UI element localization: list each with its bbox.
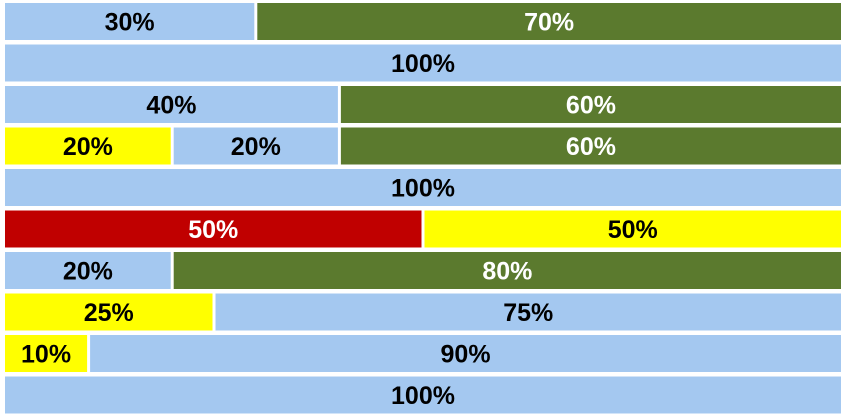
segment-label: 30% [105, 9, 155, 37]
segment-label: 50% [188, 216, 238, 244]
segment-label: 75% [503, 299, 553, 327]
bar-segment [5, 127, 171, 165]
bar-segment [5, 86, 338, 123]
bar-segment [257, 3, 841, 40]
bar-segment [173, 252, 841, 289]
bar-segment [340, 127, 841, 165]
bar-segment [173, 127, 338, 165]
segment-label: 60% [566, 133, 616, 161]
bar-segment [5, 252, 171, 289]
segment-label: 70% [524, 9, 574, 37]
bar-segment [215, 293, 841, 331]
bar-segment [5, 3, 255, 40]
segment-label: 20% [63, 258, 113, 286]
bar-segment [5, 376, 841, 414]
segment-label: 40% [146, 92, 196, 120]
segment-label: 50% [608, 216, 658, 244]
bar-segment [5, 169, 841, 206]
segment-label: 100% [391, 382, 455, 410]
segment-label: 90% [441, 341, 491, 369]
segment-label: 25% [84, 299, 134, 327]
bar-segment [5, 293, 213, 331]
segment-label: 100% [391, 175, 455, 203]
bar-segment [90, 335, 842, 372]
segment-label: 10% [21, 341, 71, 369]
segment-label: 100% [391, 50, 455, 78]
segment-label: 80% [482, 258, 532, 286]
bar-segment [5, 210, 422, 248]
bar-segment [340, 86, 841, 123]
segment-label: 60% [566, 92, 616, 120]
bar-segment [424, 210, 841, 248]
bar-segment [5, 335, 88, 372]
segment-label: 20% [63, 133, 113, 161]
segment-label: 20% [231, 133, 281, 161]
bar-segment [5, 44, 841, 82]
